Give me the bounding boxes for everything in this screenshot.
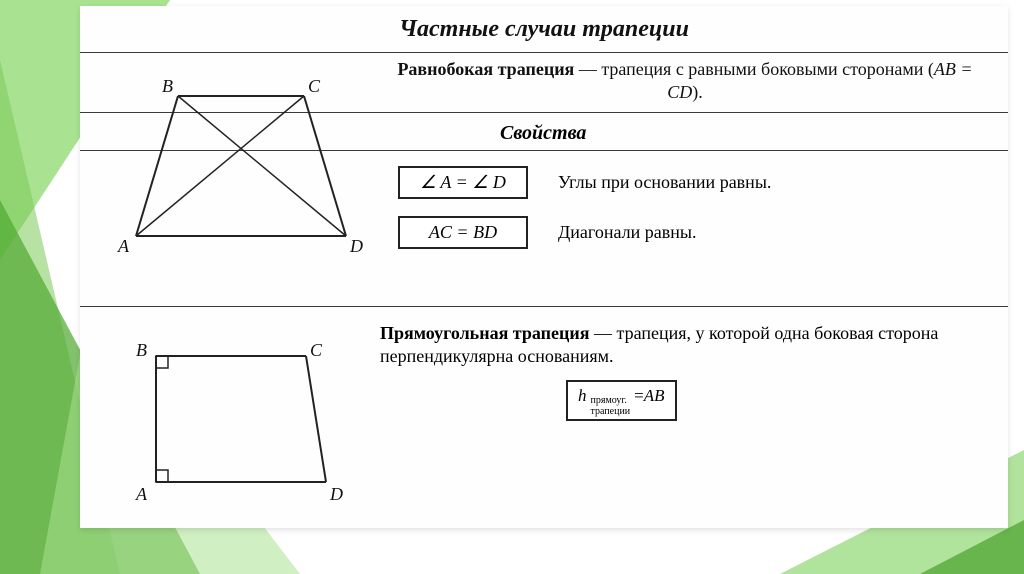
vertex-label-B: B — [136, 340, 147, 361]
right-trapezoid-diagram: A B C D — [126, 332, 356, 502]
vertex-label-C: C — [308, 76, 320, 97]
right-trapezoid-definition: Прямоугольная трапеция — трапеция, у кот… — [380, 322, 990, 369]
vertex-label-D: D — [350, 236, 363, 257]
hbox-eq: = — [634, 386, 644, 406]
height-formula-box: h прямоуг.трапеции = AB — [566, 380, 677, 421]
hbox-h: h — [578, 386, 587, 406]
hbox-sub: прямоуг.трапеции — [591, 395, 631, 417]
isosceles-definition: Равнобокая трапеция — трапеция с равными… — [380, 58, 990, 105]
property-formula-1: ∠ A = ∠ D — [398, 166, 528, 199]
vertex-label-D: D — [330, 484, 343, 505]
def1-mid: — трапеция с равными боковыми сторонами … — [574, 59, 934, 79]
horizontal-rule — [80, 306, 1008, 307]
main-title: Частные случаи трапеции — [80, 16, 1008, 43]
vertex-label-A: A — [118, 236, 129, 257]
property-text-1: Углы при основании равны. — [558, 172, 771, 193]
vertex-label-B: B — [162, 76, 173, 97]
properties-heading: Свойства — [500, 122, 586, 145]
document-page: Частные случаи трапеции Равнобокая трапе… — [80, 6, 1008, 528]
property-text-2: Диагонали равны. — [558, 222, 696, 243]
hbox-rhs: AB — [644, 386, 665, 406]
def1-close: ). — [692, 82, 703, 102]
def2-term: Прямоугольная трапеция — [380, 323, 589, 343]
vertex-label-C: C — [310, 340, 322, 361]
isosceles-trapezoid-diagram: A B C D — [116, 66, 376, 276]
horizontal-rule — [80, 52, 1008, 53]
vertex-label-A: A — [136, 484, 147, 505]
def1-term: Равнобокая трапеция — [397, 59, 574, 79]
property-formula-2: AC = BD — [398, 216, 528, 249]
